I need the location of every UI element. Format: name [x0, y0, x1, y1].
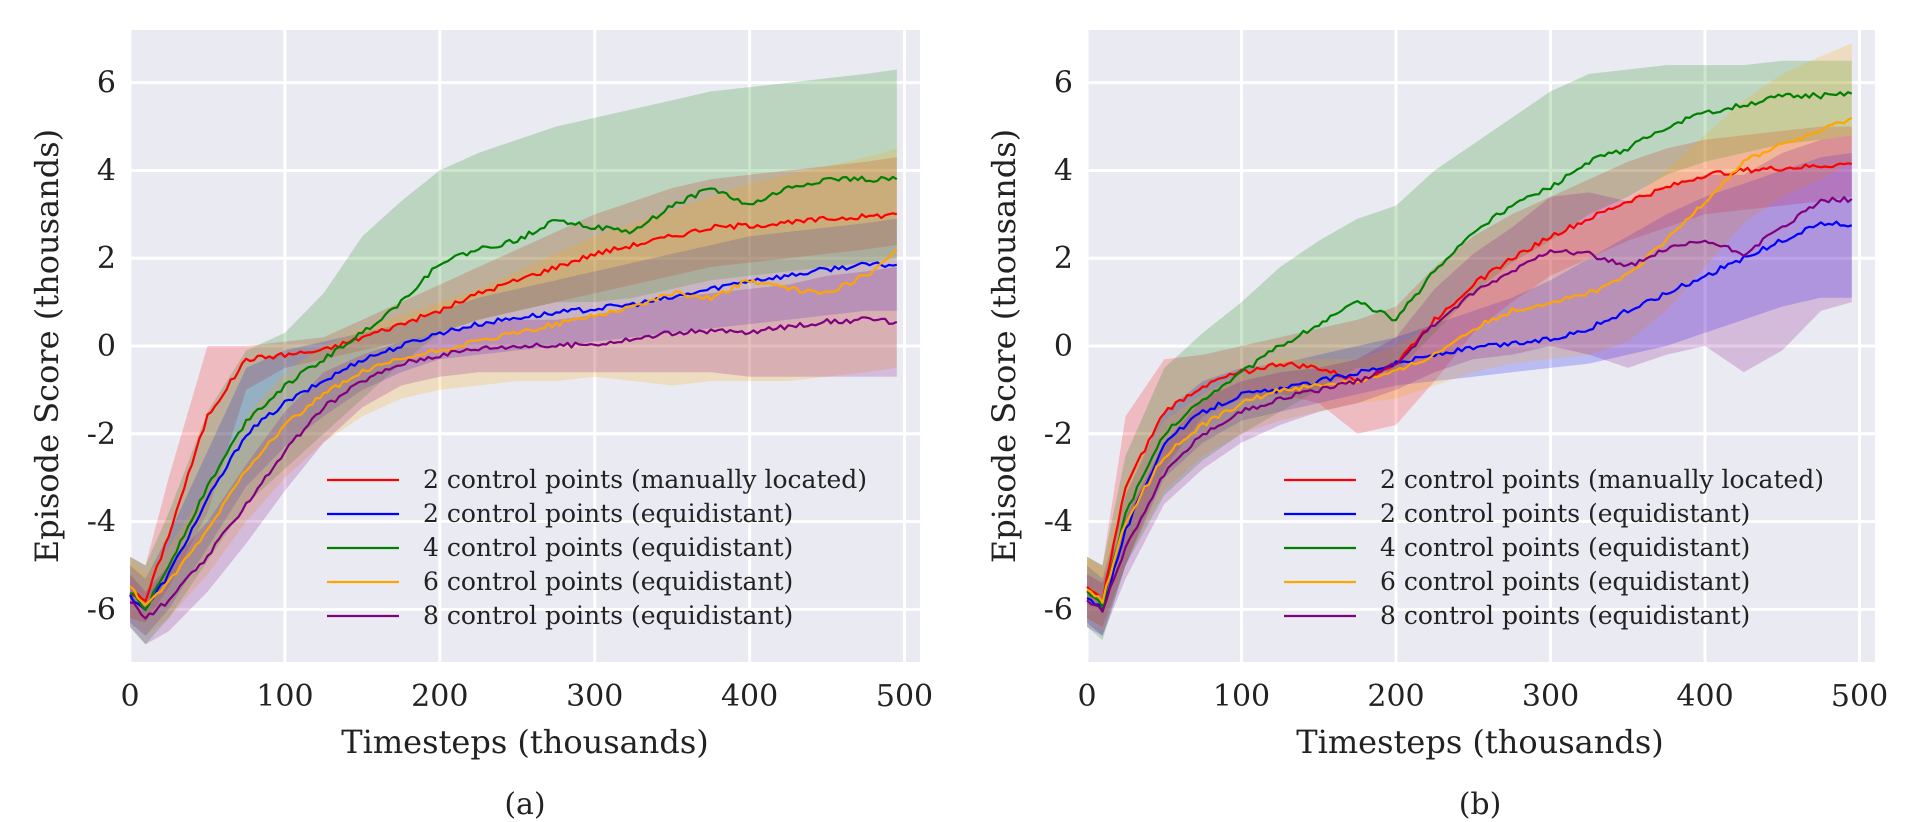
band-2-control-points-manually-located — [1087, 126, 1852, 627]
band-8-control-points-equidistant — [130, 267, 897, 645]
y-tick-label: 4 — [1054, 153, 1073, 188]
legend-label: 4 control points (equidistant) — [1380, 533, 1750, 562]
confidence-bands — [1087, 43, 1852, 641]
x-tick-label: 0 — [120, 679, 139, 714]
chart-panel-a: 0 100 200 300 400 500 -6 -4 -2 0 2 4 6 Timesteps (t… — [28, 30, 933, 822]
confidence-bands — [130, 69, 897, 645]
x-tick-label: 300 — [566, 679, 623, 714]
series-line-4-control-points-equidistant — [1086, 91, 1853, 609]
series-line-8-control-points-equidistant — [129, 316, 898, 620]
panel-caption: (b) — [1459, 787, 1502, 822]
y-tick-label: 2 — [1054, 241, 1073, 276]
y-axis-title: Episode Score (thousands) — [28, 129, 66, 563]
band-2-control-points-manually-located — [130, 157, 897, 623]
x-tick-label: 100 — [256, 679, 313, 714]
y-tick-labels: -6 -4 -2 0 2 4 6 — [1044, 66, 1073, 628]
y-tick-label: -4 — [87, 505, 116, 540]
legend-label: 4 control points (equidistant) — [423, 533, 793, 562]
y-tick-label: -6 — [87, 592, 116, 627]
legend-label: 2 control points (manually located) — [1380, 465, 1824, 494]
y-tick-label: 2 — [97, 241, 116, 276]
series-line-2-control-points-manually-located — [129, 212, 898, 603]
y-tick-label: -2 — [1044, 417, 1073, 452]
x-axis-title: Timesteps (thousands) — [341, 723, 708, 761]
y-tick-labels: -6 -4 -2 0 2 4 6 — [87, 66, 116, 628]
y-tick-label: 6 — [97, 66, 116, 101]
y-tick-label: -2 — [87, 417, 116, 452]
series-line-2-control-points-equidistant — [129, 261, 898, 612]
series-line-6-control-points-equidistant — [129, 248, 898, 607]
x-tick-label: 200 — [411, 679, 468, 714]
legend: 2 control points (manually located) 2 con… — [1284, 465, 1824, 630]
y-tick-label: 0 — [1054, 329, 1073, 364]
x-tick-label: 200 — [1367, 679, 1424, 714]
x-tick-label: 500 — [876, 679, 933, 714]
band-6-control-points-equidistant — [1087, 43, 1852, 632]
x-tick-label: 500 — [1831, 679, 1888, 714]
series-line-2-control-points-equidistant — [1086, 220, 1853, 613]
band-8-control-points-equidistant — [1087, 135, 1852, 636]
legend-label: 2 control points (manually located) — [423, 465, 867, 494]
x-tick-label: 400 — [1676, 679, 1733, 714]
y-tick-label: -6 — [1044, 592, 1073, 627]
x-tick-label: 100 — [1213, 679, 1270, 714]
chart-panel-b: 0 100 200 300 400 500 -6 -4 -2 0 2 4 6 Timesteps (t… — [985, 30, 1888, 822]
y-tick-label: 0 — [97, 329, 116, 364]
band-4-control-points-equidistant — [130, 69, 897, 645]
y-tick-label: 4 — [97, 153, 116, 188]
grid-lines — [128, 30, 920, 662]
series-line-8-control-points-equidistant — [1086, 196, 1853, 613]
x-tick-labels: 0 100 200 300 400 500 — [120, 679, 933, 714]
legend-label: 2 control points (equidistant) — [423, 499, 793, 528]
series-line-6-control-points-equidistant — [1086, 116, 1853, 604]
legend-label: 2 control points (equidistant) — [1380, 499, 1750, 528]
legend-label: 8 control points (equidistant) — [1380, 601, 1750, 630]
x-tick-label: 300 — [1522, 679, 1579, 714]
x-axis-title: Timesteps (thousands) — [1296, 723, 1663, 761]
x-tick-labels: 0 100 200 300 400 500 — [1077, 679, 1888, 714]
y-tick-label: -4 — [1044, 505, 1073, 540]
series-lines — [129, 175, 898, 620]
legend-label: 8 control points (equidistant) — [423, 601, 793, 630]
band-2-control-points-equidistant — [1087, 152, 1852, 636]
legend: 2 control points (manually located) 2 con… — [327, 465, 867, 630]
x-tick-label: 0 — [1077, 679, 1096, 714]
series-line-2-control-points-manually-located — [1086, 162, 1852, 605]
legend-label: 6 control points (equidistant) — [423, 567, 793, 596]
grid-lines — [1085, 30, 1875, 662]
series-lines — [1086, 91, 1853, 613]
y-tick-label: 6 — [1054, 66, 1073, 101]
panel-caption: (a) — [504, 787, 545, 822]
band-4-control-points-equidistant — [1087, 60, 1852, 641]
series-line-4-control-points-equidistant — [129, 175, 898, 611]
y-axis-title: Episode Score (thousands) — [985, 129, 1023, 563]
band-2-control-points-equidistant — [130, 218, 897, 636]
band-6-control-points-equidistant — [130, 148, 897, 636]
legend-label: 6 control points (equidistant) — [1380, 567, 1750, 596]
x-tick-label: 400 — [721, 679, 778, 714]
